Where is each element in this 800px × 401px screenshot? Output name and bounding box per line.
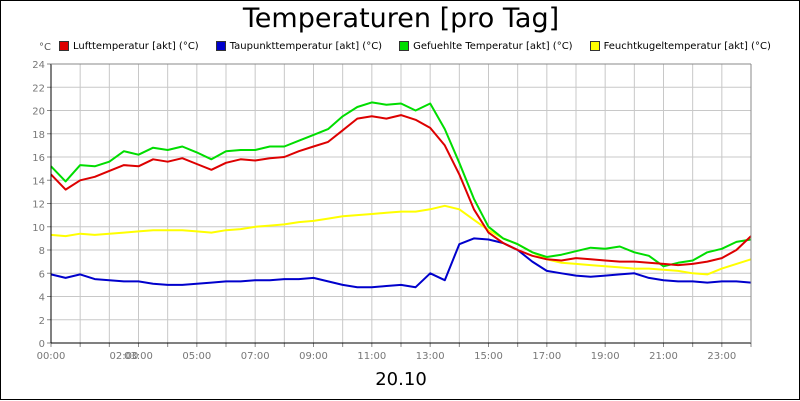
y-tick-label: 4 — [39, 293, 45, 304]
legend-item-lufttemperatur: Lufttemperatur [akt] (°C) — [59, 41, 199, 52]
chart-title: Temperaturen [pro Tag] — [242, 3, 560, 34]
y-axis-unit: °C — [39, 42, 51, 53]
x-tick-label: 02:00 — [110, 351, 139, 362]
series-line-1 — [50, 237, 752, 289]
legend-item-gefuehlte-temperatur: Gefuehlte Temperatur [akt] (°C) — [399, 40, 573, 52]
x-tick-label: 00:00 — [37, 351, 66, 362]
legend: Lufttemperatur [akt] (°C) Taupunkttemper… — [59, 39, 771, 53]
legend-swatch-green — [399, 41, 410, 51]
y-tick-label: 2 — [39, 316, 45, 327]
x-tick-label: 09:00 — [299, 351, 328, 362]
y-tick-label: 16 — [32, 153, 45, 164]
x-tick-label: 15:00 — [474, 351, 503, 362]
legend-item-feuchtkugeltemperatur: Feuchtkugeltemperatur [akt] (°C) — [589, 40, 771, 52]
series-line-0 — [50, 114, 752, 267]
x-tick-label: 11:00 — [357, 351, 386, 362]
y-tick-label: 20 — [32, 107, 45, 118]
x-tick-label: 17:00 — [532, 351, 561, 362]
y-tick-label: 24 — [32, 60, 45, 71]
x-tick-label: 23:00 — [707, 351, 736, 362]
y-tick-label: 8 — [39, 246, 45, 257]
series-line-3 — [50, 204, 752, 276]
x-tick-label: 13:00 — [416, 351, 445, 362]
y-tick-label: 6 — [39, 269, 45, 280]
y-tick-label: 14 — [32, 176, 45, 187]
series-line-2 — [50, 101, 752, 268]
legend-label-lufttemperatur: Lufttemperatur [akt] (°C) — [73, 40, 199, 52]
legend-swatch-blue — [215, 41, 226, 51]
x-tick-label: 07:00 — [241, 351, 270, 362]
y-tick-label: 10 — [32, 223, 45, 234]
legend-label-feuchtkugeltemperatur: Feuchtkugeltemperatur [akt] (°C) — [603, 40, 771, 52]
x-tick-label: 03:00 — [124, 351, 153, 362]
legend-item-taupunkttemperatur: Taupunkttemperatur [akt] (°C) — [215, 40, 383, 52]
legend-label-gefuehlte-temperatur: Gefuehlte Temperatur [akt] (°C) — [413, 40, 573, 52]
x-axis-date-label: 20.10 — [375, 369, 427, 390]
y-tick-label: 12 — [32, 200, 45, 211]
x-tick-label: 21:00 — [649, 351, 678, 362]
legend-label-taupunkttemperatur: Taupunkttemperatur [akt] (°C) — [229, 40, 383, 52]
legend-swatch-yellow — [589, 41, 600, 51]
legend-swatch-red — [59, 41, 69, 51]
y-tick-label: 18 — [32, 130, 45, 141]
y-tick-label: 0 — [39, 339, 45, 350]
y-tick-label: 22 — [32, 83, 45, 94]
x-tick-label: 19:00 — [591, 351, 620, 362]
x-tick-label: 05:00 — [182, 351, 211, 362]
